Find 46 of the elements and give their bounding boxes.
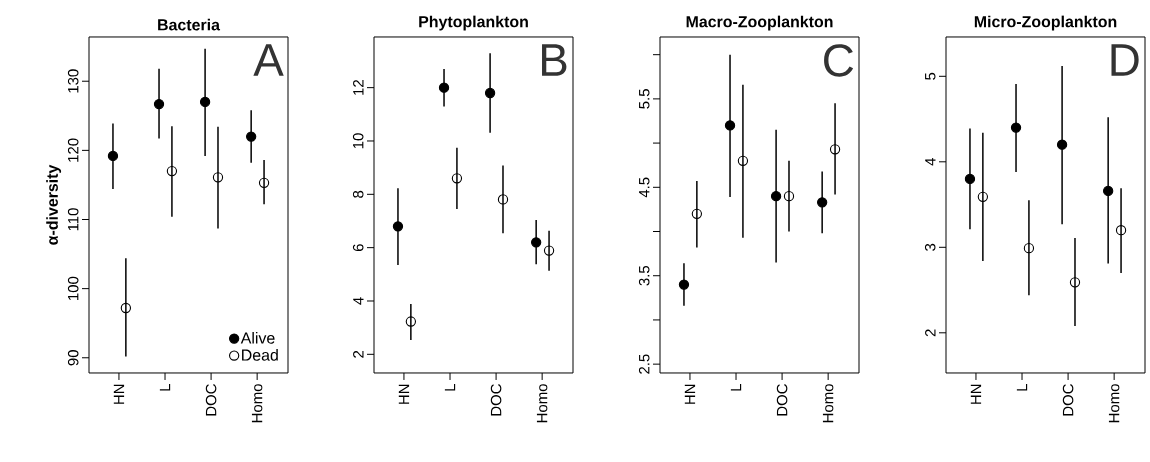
chart-title: Bacteria: [158, 18, 221, 31]
y-tick-label: 4.5: [639, 177, 650, 198]
chart-title: Phytoplankton: [419, 15, 528, 31]
y-tick-label: 110: [67, 208, 79, 231]
y-tick-label: 3: [924, 243, 936, 251]
y-tick-label: 5: [925, 72, 936, 80]
x-tick-label: DOC: [1062, 384, 1074, 416]
y-tick-label: 12: [353, 80, 364, 95]
y-tick-label: 4: [353, 297, 364, 305]
y-tick-label: 6: [352, 244, 364, 252]
chart-title: Macro-Zooplankton: [686, 15, 833, 31]
x-tick-label: L: [444, 384, 456, 391]
x-tick-label: DOC: [205, 384, 217, 416]
y-tick-label: 2.5: [638, 354, 650, 374]
y-tick-label: 90: [67, 350, 79, 366]
x-tick-label: L: [730, 384, 742, 391]
x-tick-label: HN: [398, 384, 410, 404]
y-tick-label: 2: [353, 350, 364, 358]
x-tick-label: HN: [970, 384, 982, 404]
y-tick-label: 130: [67, 69, 79, 93]
annotation: B: [542, 44, 567, 76]
x-tick-label: L: [1016, 384, 1028, 391]
y-tick-label: 5.5: [639, 89, 650, 109]
y-tick-label: 3.5: [638, 265, 650, 286]
x-tick-label: Homo: [536, 384, 548, 423]
legend-label: Alive: [240, 332, 275, 344]
x-tick-label: Homo: [251, 384, 263, 423]
y-tick-label: 2: [925, 329, 936, 337]
y-tick-label: 8: [352, 190, 364, 198]
annotation: C: [824, 44, 854, 77]
y-tick-label: 10: [352, 133, 364, 149]
annotation: A: [253, 44, 284, 76]
y-tick-label: 120: [67, 138, 79, 162]
x-tick-label: HN: [684, 384, 696, 404]
x-tick-label: Homo: [1108, 384, 1120, 423]
y-tick-label: 4: [925, 158, 936, 166]
chart-title: Micro-Zooplankton: [974, 15, 1117, 31]
x-tick-label: DOC: [776, 384, 788, 416]
y-tick-label: 100: [67, 276, 79, 300]
x-tick-label: L: [159, 384, 171, 391]
y-axis-title: α-diversity: [46, 164, 62, 245]
legend-label: Dead: [242, 349, 278, 361]
x-tick-label: Homo: [822, 384, 834, 423]
x-tick-label: HN: [113, 384, 125, 404]
annotation: D: [1111, 44, 1139, 76]
x-tick-label: DOC: [490, 384, 502, 416]
